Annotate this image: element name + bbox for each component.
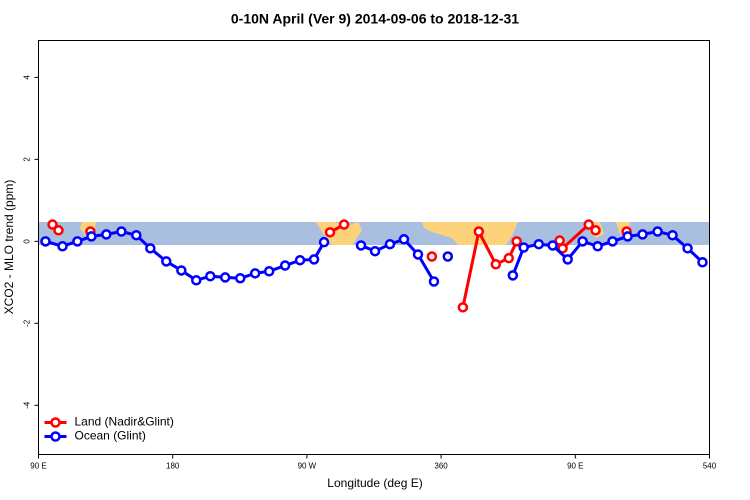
data-point (145, 243, 156, 254)
data-point (369, 245, 381, 257)
x-tick-label: 90 W (298, 462, 317, 471)
data-point (308, 254, 320, 265)
data-point (503, 252, 515, 264)
data-point (442, 251, 454, 262)
data-point (682, 243, 693, 254)
x-tick-label: 180 (166, 462, 180, 471)
plot-frame (38, 40, 710, 455)
data-point (205, 270, 216, 282)
data-point (72, 236, 83, 247)
data-point (116, 226, 127, 237)
data-point (294, 254, 306, 266)
data-point (511, 236, 522, 247)
data-point (457, 302, 469, 313)
legend-label: Land (Nadir&Glint) (75, 415, 174, 429)
data-point (426, 251, 438, 262)
data-point (547, 240, 558, 251)
data-point (533, 238, 545, 250)
x-tick-label: 540 (703, 462, 717, 471)
data-point (234, 272, 246, 284)
y-tick-label: 2 (23, 157, 32, 162)
data-point (57, 241, 68, 252)
data-point (161, 256, 172, 267)
data-point (697, 257, 708, 268)
series-line (360, 237, 436, 283)
data-point (191, 275, 202, 286)
y-tick-label: -2 (23, 319, 32, 327)
data-point (384, 238, 396, 250)
data-point (428, 276, 440, 287)
data-point (338, 219, 350, 230)
x-tick-label: 90 E (567, 462, 583, 471)
data-point (637, 229, 648, 240)
data-point (398, 234, 410, 245)
data-point (583, 219, 594, 230)
data-point (131, 229, 142, 241)
map-ocean-band (39, 222, 709, 245)
data-point (40, 236, 51, 247)
legend-marker (50, 417, 61, 428)
data-point (324, 227, 336, 238)
data-point (490, 259, 502, 270)
data-point (592, 241, 603, 252)
x-tick-label: 360 (434, 462, 448, 471)
x-axis-label: Longitude (deg E) (327, 476, 422, 490)
y-axis-label: XCO2 - MLO trend (ppm) (2, 180, 16, 315)
data-point (607, 236, 618, 247)
data-point (176, 265, 187, 276)
y-tick-label: 4 (23, 75, 32, 80)
legend-label: Ocean (Glint) (75, 429, 146, 443)
data-point (53, 225, 64, 236)
data-point (249, 268, 261, 279)
data-point (667, 229, 678, 241)
data-point (518, 242, 529, 253)
data-point (318, 236, 330, 248)
data-point (590, 225, 601, 236)
data-point (219, 272, 231, 283)
y-tick-label: -4 (23, 401, 32, 409)
x-tick-label: 90 E (30, 462, 46, 471)
chart-title: 0-10N April (Ver 9) 2014-09-06 to 2018-1… (231, 11, 519, 27)
data-point (412, 249, 424, 260)
data-point (473, 226, 485, 237)
data-point (652, 226, 663, 237)
y-tick-label: 0 (23, 239, 32, 244)
data-point (101, 229, 112, 240)
data-point (279, 260, 291, 271)
data-point (577, 236, 588, 247)
data-point (622, 231, 633, 242)
data-point (562, 254, 573, 265)
data-point (86, 231, 97, 242)
data-point (47, 219, 58, 230)
data-point (557, 243, 568, 254)
data-point (507, 270, 519, 281)
data-point (355, 240, 367, 251)
data-point (263, 266, 275, 277)
legend-marker (50, 431, 61, 442)
